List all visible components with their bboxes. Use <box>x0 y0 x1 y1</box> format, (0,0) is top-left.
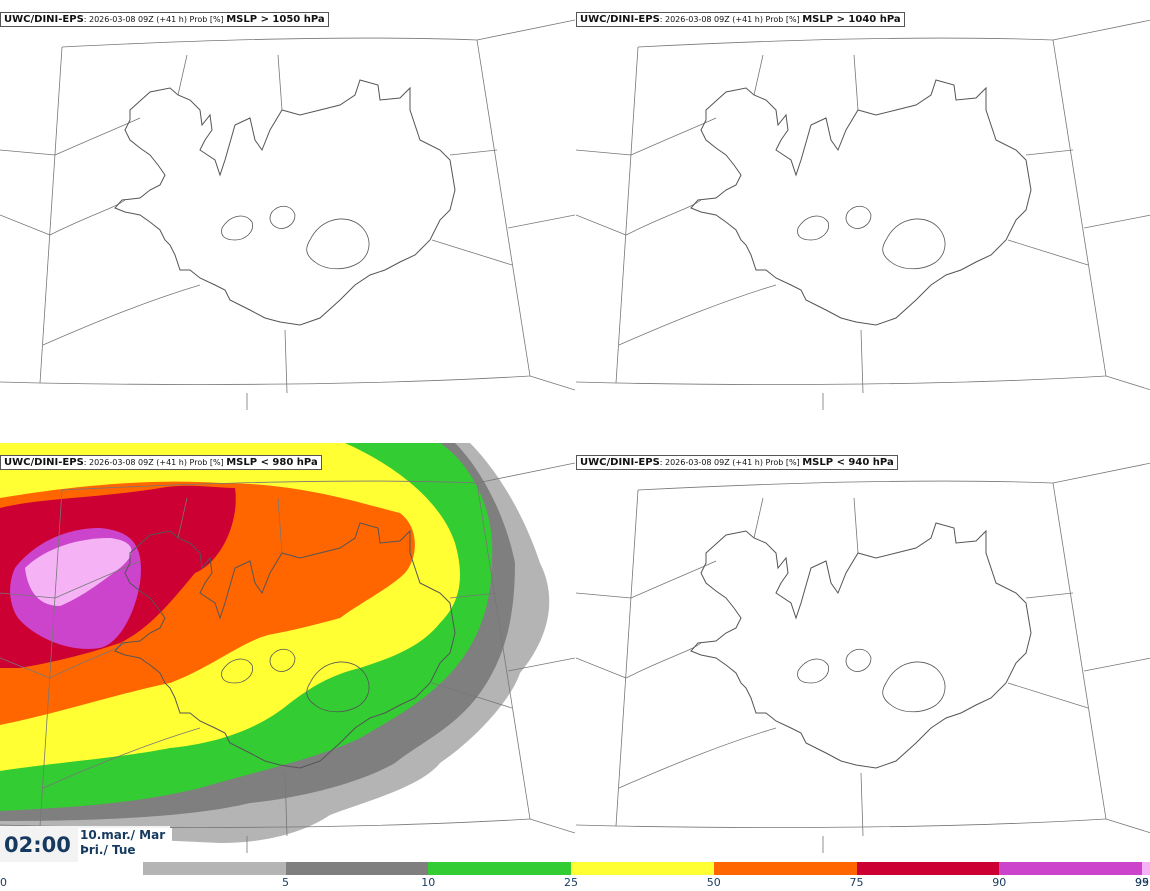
valid-date-line1: 10.mar./ Mar <box>80 828 166 842</box>
map-panel-mslp-gt-1040: UWC/DINI-EPS: 2026-03-08 09Z (+41 h) Pro… <box>576 0 1150 410</box>
map-outline <box>576 0 1150 410</box>
panel-title: UWC/DINI-EPS: 2026-03-08 09Z (+41 h) Pro… <box>576 12 905 27</box>
colorbar-swatch <box>856 862 1000 875</box>
colorbar-tick-label: 99 <box>1135 876 1149 889</box>
valid-time-box: 02:00 10.mar./ Mar Þri./ Tue <box>0 826 172 862</box>
probability-field <box>0 443 575 853</box>
colorbar-tick-label: 0 <box>0 876 7 889</box>
colorbar-swatch <box>142 862 286 875</box>
colorbar-tick-label: 75 <box>849 876 864 889</box>
map-outline <box>0 0 575 410</box>
colorbar-swatch <box>713 862 857 875</box>
colorbar-tick-label: 50 <box>706 876 721 889</box>
valid-date-line2: Þri./ Tue <box>80 843 136 857</box>
valid-time: 02:00 <box>4 833 71 857</box>
map-outline <box>576 443 1150 853</box>
panel-title: UWC/DINI-EPS: 2026-03-08 09Z (+41 h) Pro… <box>0 455 322 470</box>
colorbar-tick-label: 10 <box>421 876 436 889</box>
colorbar-tick-label: 25 <box>564 876 578 889</box>
colorbar-swatch <box>428 862 571 875</box>
prob-band-99 <box>25 538 132 606</box>
colorbar-swatch <box>285 862 429 875</box>
probability-colorbar: 0 5 10 25 50 75 90 95 99 <box>0 862 1150 891</box>
map-panel-mslp-lt-940: UWC/DINI-EPS: 2026-03-08 09Z (+41 h) Pro… <box>576 443 1150 853</box>
map-panel-mslp-lt-980: UWC/DINI-EPS: 2026-03-08 09Z (+41 h) Pro… <box>0 443 575 853</box>
colorbar-swatch <box>571 862 714 875</box>
colorbar-tick-label: 95 <box>1135 876 1149 889</box>
panel-title: UWC/DINI-EPS: 2026-03-08 09Z (+41 h) Pro… <box>0 12 329 27</box>
colorbar-tick-label: 5 <box>282 876 289 889</box>
valid-date: 10.mar./ Mar Þri./ Tue <box>78 828 172 862</box>
colorbar-tick-label: 90 <box>992 876 1007 889</box>
map-panel-mslp-gt-1050: UWC/DINI-EPS: 2026-03-08 09Z (+41 h) Pro… <box>0 0 575 410</box>
panel-title: UWC/DINI-EPS: 2026-03-08 09Z (+41 h) Pro… <box>576 455 898 470</box>
colorbar-swatch <box>1142 862 1150 875</box>
colorbar-swatch <box>999 862 1142 875</box>
